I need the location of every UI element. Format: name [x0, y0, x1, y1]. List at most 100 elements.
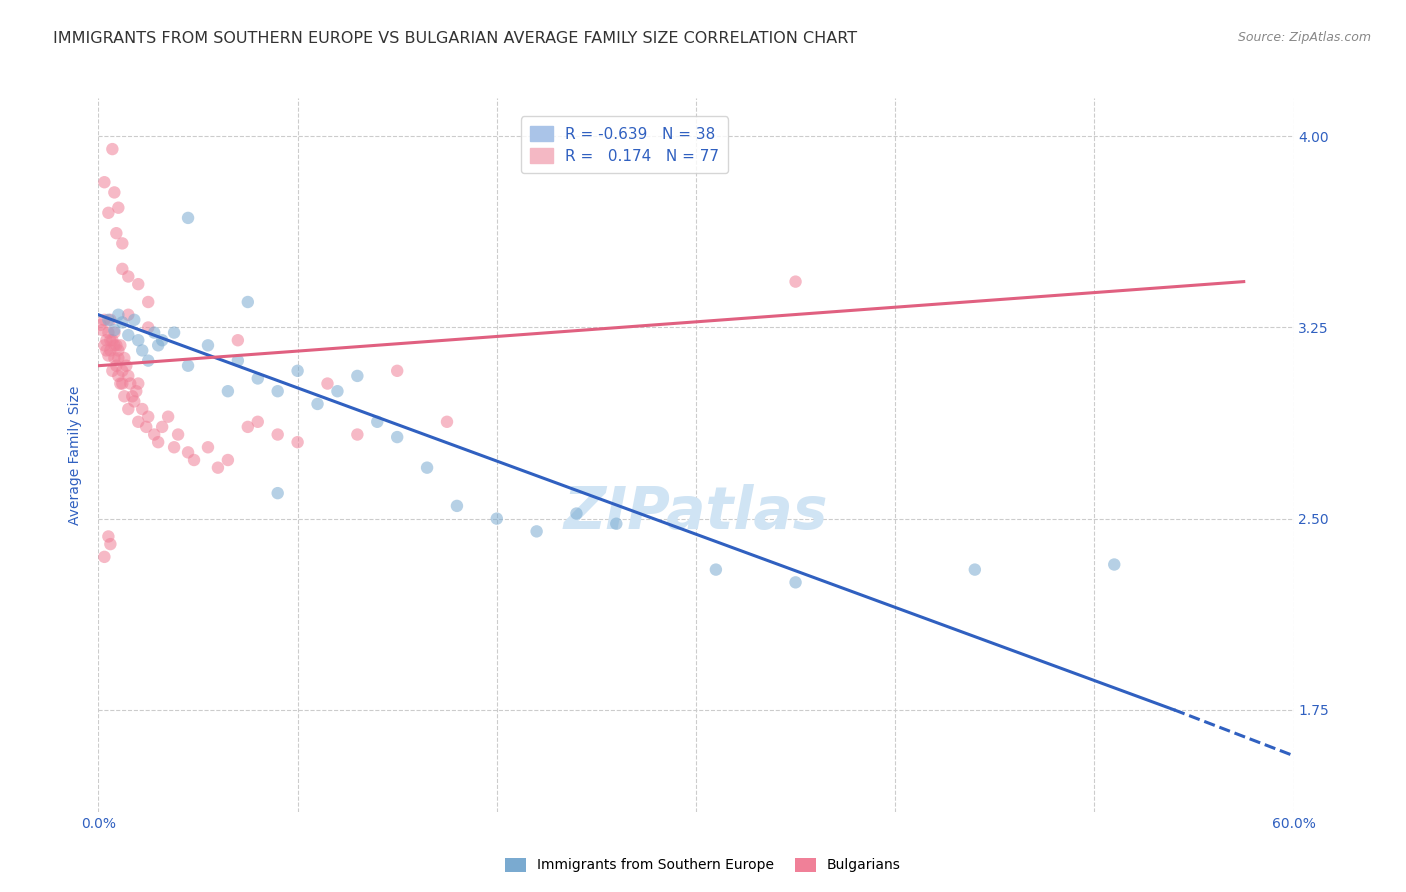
Point	[605, 516, 627, 531]
Point	[183, 453, 205, 467]
Point	[326, 384, 349, 399]
Point	[98, 313, 122, 327]
Point	[246, 415, 269, 429]
Point	[111, 364, 134, 378]
Point	[446, 499, 468, 513]
Point	[112, 351, 135, 365]
Text: Source: ZipAtlas.com: Source: ZipAtlas.com	[1237, 31, 1371, 45]
Point	[96, 333, 118, 347]
Point	[117, 328, 139, 343]
Point	[346, 427, 368, 442]
Point	[1104, 558, 1126, 572]
Point	[177, 445, 200, 459]
Point	[236, 420, 259, 434]
Point	[385, 430, 409, 444]
Point	[366, 415, 388, 429]
Point	[112, 389, 135, 403]
Text: IMMIGRANTS FROM SOUTHERN EUROPE VS BULGARIAN AVERAGE FAMILY SIZE CORRELATION CHA: IMMIGRANTS FROM SOUTHERN EUROPE VS BULGA…	[53, 31, 858, 46]
Point	[93, 338, 115, 352]
Point	[287, 435, 309, 450]
Point	[97, 529, 120, 543]
Point	[127, 415, 149, 429]
Point	[107, 201, 129, 215]
Point	[246, 371, 269, 385]
Point	[307, 397, 329, 411]
Point	[785, 275, 807, 289]
Point	[785, 575, 807, 590]
Point	[163, 440, 186, 454]
Point	[121, 389, 143, 403]
Point	[98, 537, 122, 551]
Point	[267, 384, 290, 399]
Point	[107, 351, 129, 365]
Point	[127, 277, 149, 292]
Point	[436, 415, 458, 429]
Point	[127, 333, 149, 347]
Point	[111, 376, 134, 391]
Point	[197, 440, 219, 454]
Point	[385, 364, 409, 378]
Point	[963, 563, 986, 577]
Point	[485, 511, 508, 525]
Point	[143, 326, 166, 340]
Point	[197, 338, 219, 352]
Point	[131, 343, 153, 358]
Point	[110, 338, 132, 352]
Point	[226, 333, 249, 347]
Point	[111, 261, 134, 276]
Point	[124, 394, 146, 409]
Point	[157, 409, 180, 424]
Point	[124, 313, 146, 327]
Point	[148, 435, 170, 450]
Legend: R = -0.639   N = 38, R =   0.174   N = 77: R = -0.639 N = 38, R = 0.174 N = 77	[520, 117, 728, 173]
Point	[105, 359, 128, 373]
Point	[93, 549, 115, 564]
Text: ZIPatlas: ZIPatlas	[564, 483, 828, 541]
Point	[120, 376, 142, 391]
Point	[101, 142, 124, 156]
Point	[143, 427, 166, 442]
Point	[217, 453, 239, 467]
Point	[103, 351, 125, 365]
Point	[267, 427, 290, 442]
Point	[117, 308, 139, 322]
Point	[93, 313, 115, 327]
Point	[163, 326, 186, 340]
Point	[103, 326, 125, 340]
Point	[150, 333, 173, 347]
Point	[526, 524, 548, 539]
Point	[177, 211, 200, 225]
Point	[105, 226, 128, 240]
Point	[103, 323, 125, 337]
Point	[136, 295, 159, 310]
Point	[226, 353, 249, 368]
Point	[316, 376, 339, 391]
Point	[346, 368, 368, 383]
Point	[150, 420, 173, 434]
Point	[115, 359, 138, 373]
Point	[97, 313, 120, 327]
Point	[117, 402, 139, 417]
Point	[125, 384, 148, 399]
Point	[131, 402, 153, 417]
Point	[103, 186, 125, 200]
Point	[93, 175, 115, 189]
Point	[97, 206, 120, 220]
Point	[107, 343, 129, 358]
Point	[117, 368, 139, 383]
Point	[267, 486, 290, 500]
Point	[89, 318, 111, 332]
Point	[110, 376, 132, 391]
Point	[111, 236, 134, 251]
Legend: Immigrants from Southern Europe, Bulgarians: Immigrants from Southern Europe, Bulgari…	[499, 852, 907, 878]
Point	[135, 420, 157, 434]
Y-axis label: Average Family Size: Average Family Size	[69, 385, 83, 524]
Point	[97, 349, 120, 363]
Point	[101, 364, 124, 378]
Point	[565, 507, 588, 521]
Point	[96, 343, 118, 358]
Point	[98, 343, 122, 358]
Point	[136, 409, 159, 424]
Point	[136, 353, 159, 368]
Point	[117, 269, 139, 284]
